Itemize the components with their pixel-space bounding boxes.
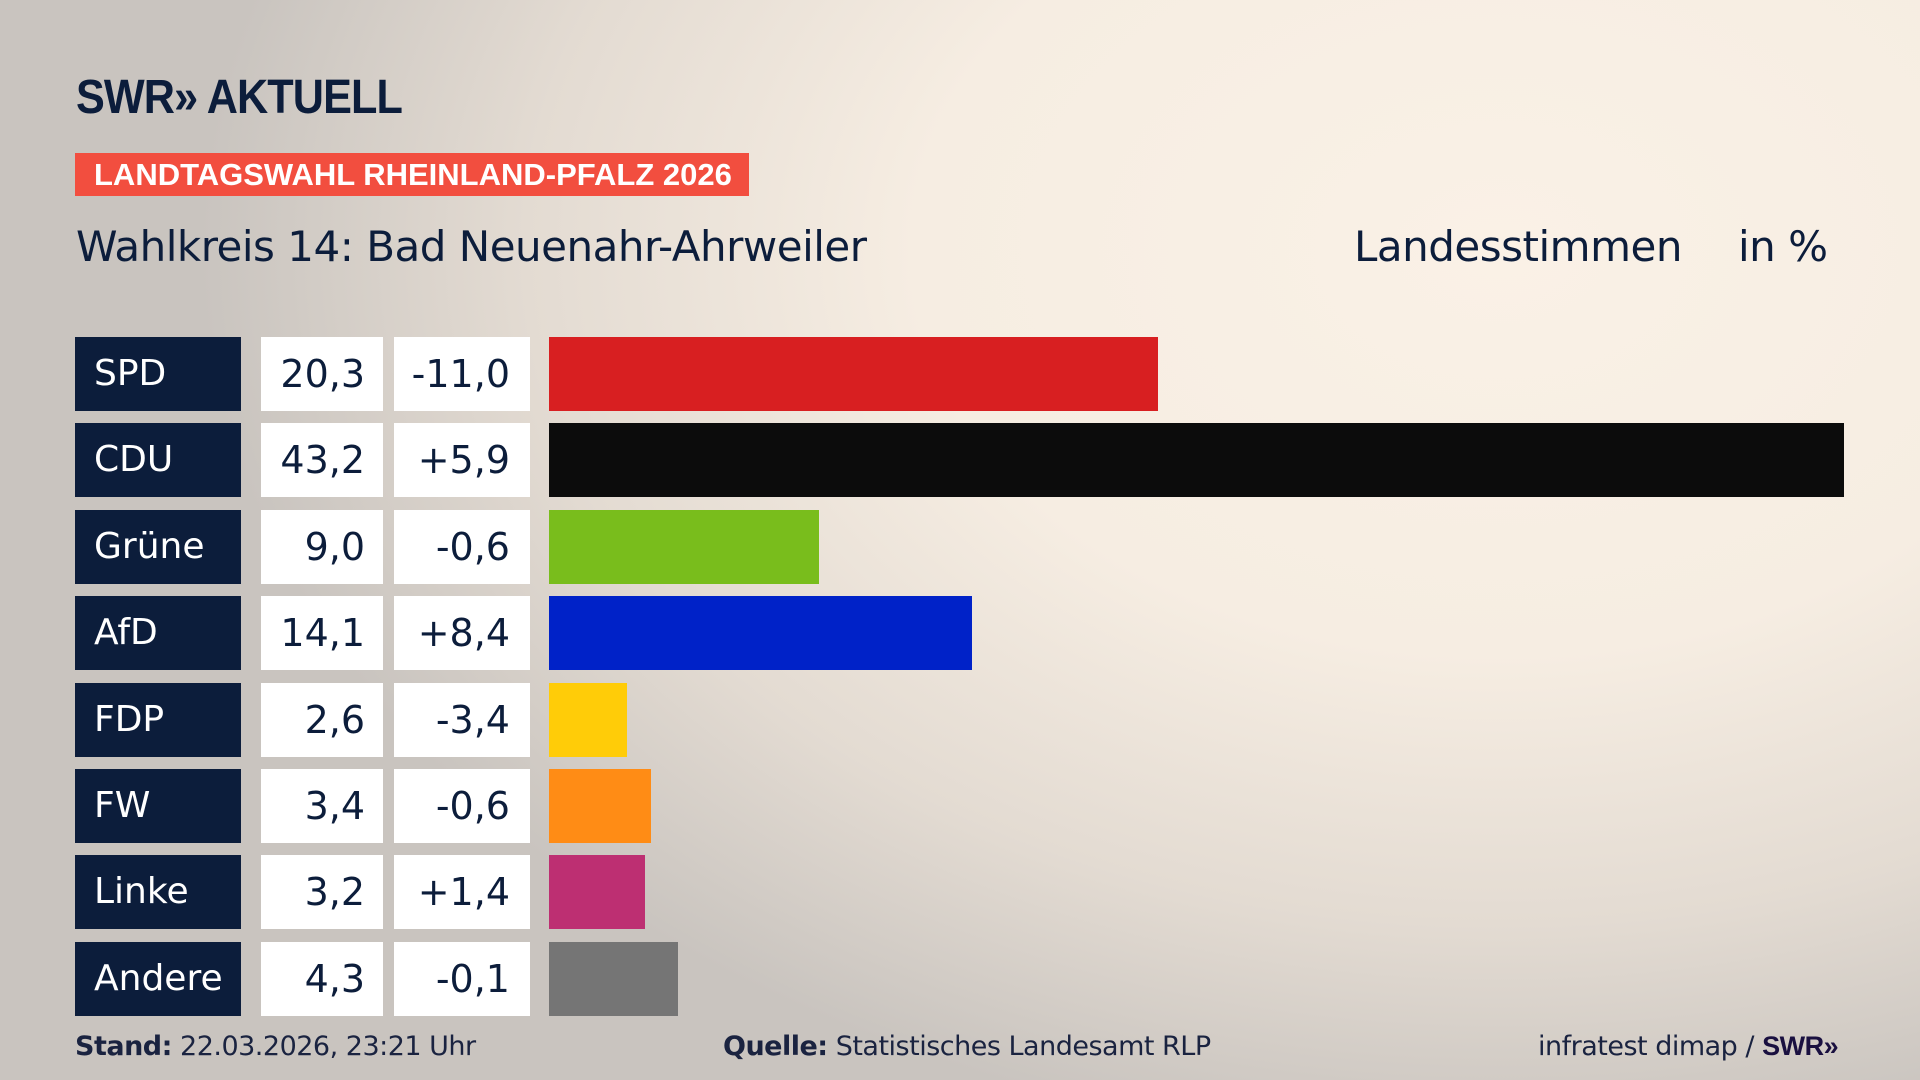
- diff-label: -0,6: [394, 769, 530, 843]
- value-label: 9,0: [261, 509, 383, 584]
- value-label: 43,2: [261, 423, 383, 498]
- value-label: 3,2: [261, 855, 383, 930]
- bar-fw: [549, 769, 651, 843]
- credit: infratest dimap / SWR»: [1538, 1031, 1839, 1062]
- swr-aktuell-logo: SWR» AKTUELL: [76, 71, 403, 124]
- value-label: 14,1: [261, 596, 383, 671]
- bar-grüne: [549, 509, 819, 584]
- party-label: Linke: [75, 855, 241, 930]
- bar-cdu: [549, 423, 1844, 498]
- bar-linke: [549, 855, 645, 930]
- party-label: AfD: [75, 596, 241, 671]
- stand-value: 22.03.2026, 23:21 Uhr: [180, 1031, 476, 1062]
- stand-label: Stand:: [75, 1031, 172, 1062]
- diff-label: -0,1: [394, 941, 530, 1016]
- party-label: Grüne: [75, 509, 241, 584]
- unit-label: in %: [1738, 222, 1828, 271]
- page-title: Wahlkreis 14: Bad Neuenahr-Ahrweiler: [76, 222, 867, 271]
- party-label: SPD: [75, 337, 241, 411]
- source: Quelle: Statistisches Landesamt RLP: [723, 1031, 1211, 1062]
- diff-label: -3,4: [394, 682, 530, 757]
- bar-fdp: [549, 682, 627, 757]
- bar-spd: [549, 337, 1158, 411]
- party-label: FW: [75, 769, 241, 843]
- diff-label: +8,4: [394, 596, 530, 671]
- value-label: 4,3: [261, 941, 383, 1016]
- vote-type-label: Landesstimmen: [1354, 222, 1682, 271]
- credit-text: infratest dimap /: [1538, 1031, 1763, 1062]
- source-value: Statistisches Landesamt RLP: [835, 1031, 1211, 1062]
- bar-afd: [549, 596, 972, 671]
- election-banner: LANDTAGSWAHL RHEINLAND-PFALZ 2026: [75, 153, 749, 196]
- diff-label: -11,0: [394, 337, 530, 411]
- party-label: CDU: [75, 423, 241, 498]
- diff-label: +1,4: [394, 855, 530, 930]
- value-label: 20,3: [261, 337, 383, 411]
- value-label: 3,4: [261, 769, 383, 843]
- diff-label: +5,9: [394, 423, 530, 498]
- bar-andere: [549, 941, 678, 1016]
- diff-label: -0,6: [394, 509, 530, 584]
- swr-logo: SWR»: [1762, 1031, 1839, 1061]
- source-label: Quelle:: [723, 1031, 828, 1062]
- value-label: 2,6: [261, 682, 383, 757]
- party-label: Andere: [75, 941, 241, 1016]
- timestamp: Stand: 22.03.2026, 23:21 Uhr: [75, 1031, 476, 1062]
- party-label: FDP: [75, 682, 241, 757]
